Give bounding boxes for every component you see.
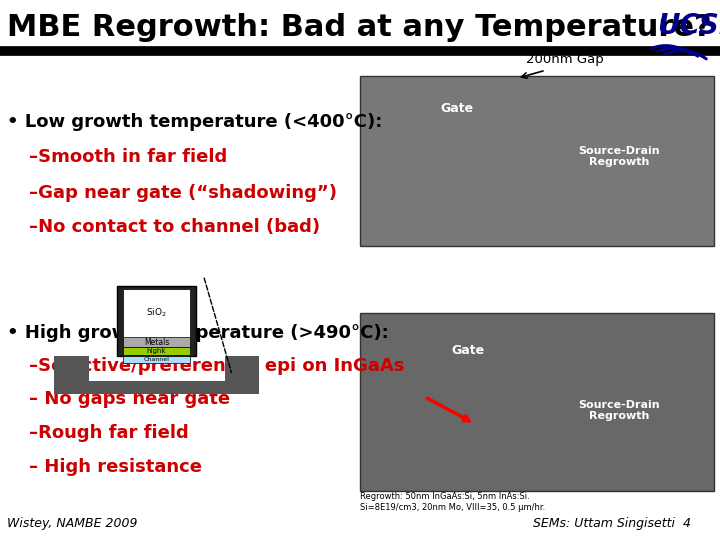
Text: 200nm Gap: 200nm Gap bbox=[526, 53, 604, 66]
Text: • High growth temperature (>490°C):: • High growth temperature (>490°C): bbox=[7, 324, 389, 342]
Text: MBE Regrowth: Bad at any Temperature?: MBE Regrowth: Bad at any Temperature? bbox=[7, 14, 712, 43]
Text: Wistey, NAMBE 2009: Wistey, NAMBE 2009 bbox=[7, 517, 138, 530]
Text: Metals: Metals bbox=[144, 338, 169, 347]
Text: – No gaps near gate: – No gaps near gate bbox=[29, 390, 230, 408]
Text: – High resistance: – High resistance bbox=[29, 458, 202, 476]
Text: –Selective/preferential epi on InGaAs: –Selective/preferential epi on InGaAs bbox=[29, 357, 404, 375]
Text: –No contact to channel (bad): –No contact to channel (bad) bbox=[29, 218, 320, 235]
Bar bbox=[54, 381, 259, 394]
Text: Gate: Gate bbox=[441, 102, 474, 114]
Text: highk: highk bbox=[147, 348, 166, 354]
Text: • Low growth temperature (<400°C):: • Low growth temperature (<400°C): bbox=[7, 113, 382, 131]
Text: SiO$_2$: SiO$_2$ bbox=[146, 307, 167, 320]
Text: Gate: Gate bbox=[451, 345, 485, 357]
Bar bbox=[117, 286, 196, 356]
Text: –Smooth in far field: –Smooth in far field bbox=[29, 148, 227, 166]
Text: Channel: Channel bbox=[144, 357, 169, 362]
Text: UCSB: UCSB bbox=[657, 12, 720, 40]
Text: Source-Drain
Regrowth: Source-Drain Regrowth bbox=[578, 146, 660, 167]
Bar bbox=[122, 347, 190, 355]
Bar bbox=[225, 356, 259, 381]
Text: Source-Drain
Regrowth: Source-Drain Regrowth bbox=[578, 400, 660, 421]
Text: –Gap near gate (“shadowing”): –Gap near gate (“shadowing”) bbox=[29, 184, 337, 201]
Bar bbox=[360, 76, 714, 246]
Text: SEMs: Uttam Singisetti  4: SEMs: Uttam Singisetti 4 bbox=[533, 517, 690, 530]
Bar bbox=[360, 313, 714, 491]
Text: Regrowth: 50nm InGaAs:Si, 5nm InAs:Si.
Si=8E19/cm3, 20nm Mo, VIII=35, 0.5 μm/hr.: Regrowth: 50nm InGaAs:Si, 5nm InAs:Si. S… bbox=[360, 492, 545, 512]
Bar bbox=[122, 356, 190, 363]
Bar bbox=[122, 338, 190, 347]
Bar bbox=[122, 289, 190, 338]
Text: –Rough far field: –Rough far field bbox=[29, 424, 189, 442]
Bar bbox=[54, 356, 89, 381]
